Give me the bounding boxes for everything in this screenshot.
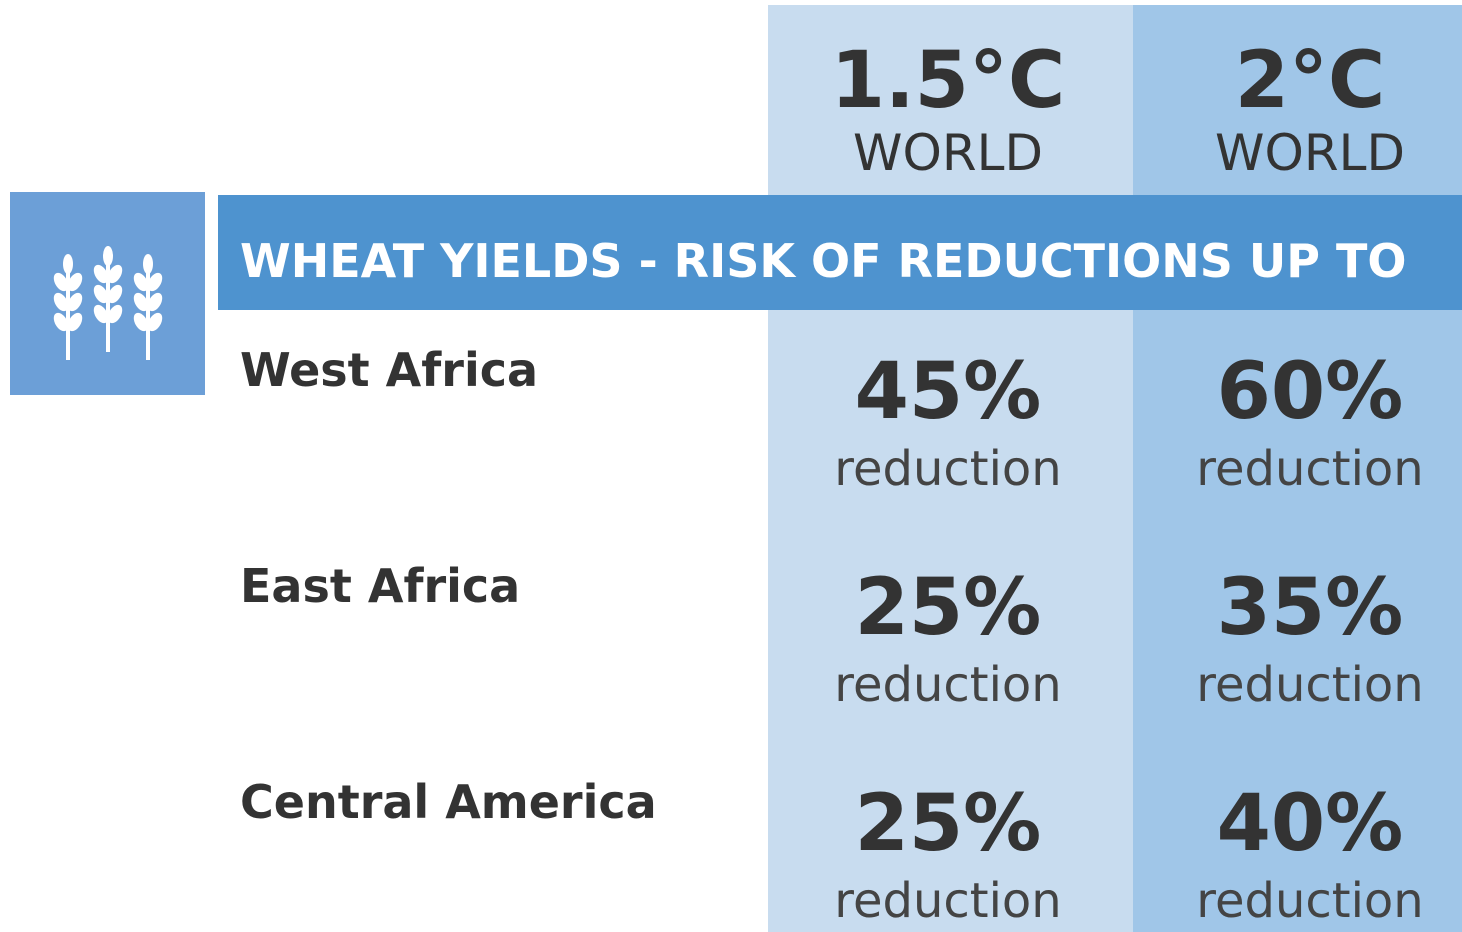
cell-value: 40% [1217,779,1404,869]
region-label: Central America [240,775,657,829]
cell-unit: reduction [834,441,1061,497]
cell-unit: reduction [1196,657,1423,713]
region-label: West Africa [240,343,538,397]
cell-value: 35% [1217,563,1404,653]
column-title: 1.5°C [831,36,1065,126]
banner [218,195,1462,310]
wheat-icon [53,246,166,360]
cell-value: 60% [1217,347,1404,437]
column-title: 2°C [1235,36,1386,126]
column-subtitle: WORLD [853,124,1043,182]
region-label: East Africa [240,559,520,613]
banner-title: WHEAT YIELDS - RISK OF REDUCTIONS UP TO [240,234,1407,288]
cell-unit: reduction [834,657,1061,713]
cell-value: 25% [855,563,1042,653]
column-bg-1 [768,5,1133,932]
column-subtitle: WORLD [1215,124,1405,182]
cell-value: 25% [855,779,1042,869]
cell-unit: reduction [834,873,1061,929]
cell-unit: reduction [1196,873,1423,929]
cell-value: 45% [855,347,1042,437]
cell-unit: reduction [1196,441,1423,497]
column-bg-2 [1133,5,1462,932]
